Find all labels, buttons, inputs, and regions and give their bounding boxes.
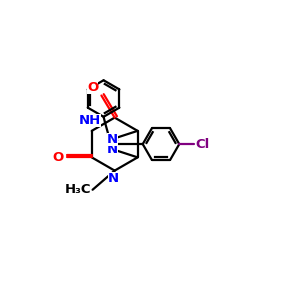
Text: N: N	[108, 172, 119, 185]
Text: H₃C: H₃C	[64, 183, 91, 196]
Text: N: N	[107, 142, 118, 156]
Text: O: O	[87, 81, 98, 94]
Text: N: N	[107, 133, 118, 146]
Text: Cl: Cl	[195, 138, 210, 151]
Text: NH: NH	[79, 114, 101, 127]
Text: O: O	[52, 151, 64, 164]
